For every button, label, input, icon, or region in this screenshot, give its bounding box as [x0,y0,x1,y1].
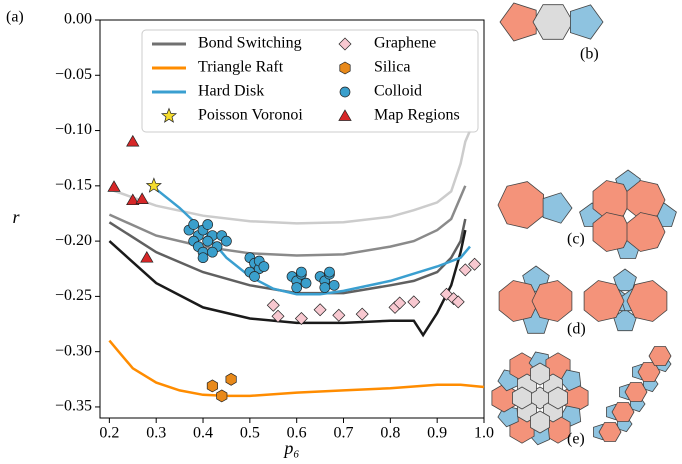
diamond-marker [459,264,471,276]
hexagon-marker [217,390,227,402]
colloid-marker [340,87,350,97]
polygon-tile [543,193,572,223]
y-tick-label: −0.10 [55,121,92,138]
colloid-marker [189,220,199,230]
figure: (a) r p₆ (b) (c) (d) (e) 0.00−0.05−0.10−… [0,0,682,464]
hexagon-marker [207,380,217,392]
diamond-marker [314,304,326,316]
polygon-tile [570,5,603,39]
x-tick-label: 0.2 [99,425,119,442]
series-line [109,186,465,256]
diamond-marker [408,296,420,308]
y-tick-label: −0.25 [55,287,92,304]
polygon-tile [533,5,573,40]
colloid-marker [301,278,311,288]
colloid-marker [221,236,231,246]
panel-label: (d) [567,321,586,338]
x-tick-label: 0.4 [193,425,213,442]
y-tick-label: −0.30 [55,342,92,359]
x-tick-label: 0.7 [334,425,354,442]
colloid-marker [320,283,330,293]
legend-label: Silica [374,59,410,76]
colloid-marker [324,267,334,277]
triangle-marker [108,181,120,192]
x-tick-label: 0.8 [380,425,400,442]
colloid-marker [250,271,260,281]
hexagon-marker [226,373,236,385]
legend-label: Graphene [374,35,436,52]
colloid-marker [207,247,217,257]
y-tick-label: −0.15 [55,177,92,194]
y-tick-label: 0.00 [64,11,92,28]
diamond-marker [267,299,279,311]
panel-label: (e) [567,431,585,448]
polygon-tile [500,3,536,41]
polygon-tile [498,182,544,229]
legend-label: Triangle Raft [198,59,284,76]
x-tick-label: 0.6 [287,425,307,442]
legend-label: Poisson Voronoi [198,107,303,124]
x-tick-label: 0.3 [146,425,166,442]
x-tick-label: 1.0 [474,425,494,442]
triangle-marker [141,252,153,263]
panel-label: (c) [567,231,585,248]
y-axis-label: r [12,207,20,227]
legend-label: Bond Switching [198,35,302,52]
colloid-marker [203,236,213,246]
diagrams [492,3,677,445]
y-tick-label: −0.20 [55,232,92,249]
y-tick-label: −0.35 [55,398,92,415]
y-tick-label: −0.05 [55,66,92,83]
colloid-marker [259,262,269,272]
series-line [109,131,470,224]
triangle-marker [127,136,139,147]
series-line [109,230,465,335]
legend-label: Map Regions [374,107,460,124]
panel-label: (a) [6,9,24,26]
legend: Bond Switching Triangle Raft Hard Disk Pois… [142,30,478,132]
legend-label: Hard Disk [198,83,264,100]
x-tick-label: 0.5 [240,425,260,442]
legend-label: Colloid [374,83,422,100]
colloid-marker [296,267,306,277]
colloid-marker [329,280,339,290]
colloid-marker [198,253,208,263]
colloid-marker [292,283,302,293]
series-line [109,341,484,396]
diamond-marker [333,309,345,321]
panel-label: (b) [580,46,599,63]
plot-area [108,131,484,402]
diamond-marker [356,308,368,320]
diamond-marker [469,258,481,270]
hexagon-marker [340,62,350,74]
x-tick-label: 0.9 [427,425,447,442]
colloid-marker [203,220,213,230]
